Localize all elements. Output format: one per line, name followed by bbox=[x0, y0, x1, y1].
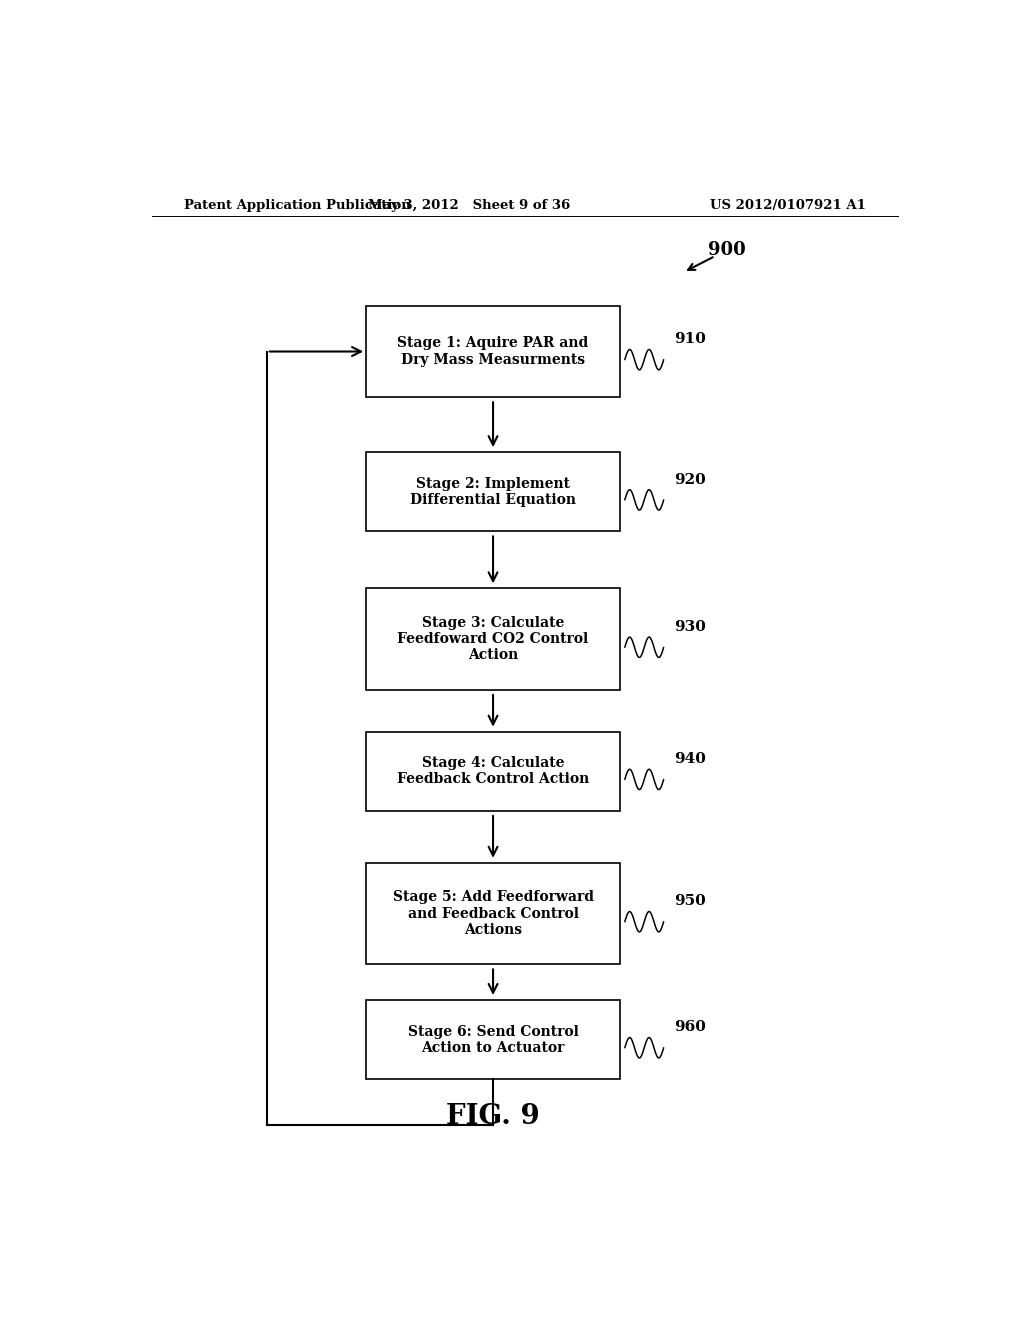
Text: 900: 900 bbox=[709, 240, 746, 259]
FancyBboxPatch shape bbox=[367, 306, 621, 397]
Text: Patent Application Publication: Patent Application Publication bbox=[183, 198, 411, 211]
FancyBboxPatch shape bbox=[367, 1001, 621, 1080]
Text: 950: 950 bbox=[674, 895, 706, 908]
Text: 960: 960 bbox=[674, 1020, 706, 1035]
Text: 910: 910 bbox=[674, 333, 706, 346]
FancyBboxPatch shape bbox=[367, 863, 621, 965]
Text: 940: 940 bbox=[674, 752, 706, 766]
FancyBboxPatch shape bbox=[367, 589, 621, 690]
Text: FIG. 9: FIG. 9 bbox=[446, 1104, 540, 1130]
Text: 930: 930 bbox=[674, 620, 706, 634]
Text: Stage 4: Calculate
Feedback Control Action: Stage 4: Calculate Feedback Control Acti… bbox=[397, 756, 589, 787]
FancyBboxPatch shape bbox=[367, 453, 621, 532]
Text: Stage 2: Implement
Differential Equation: Stage 2: Implement Differential Equation bbox=[410, 477, 577, 507]
Text: Stage 1: Aquire PAR and
Dry Mass Measurments: Stage 1: Aquire PAR and Dry Mass Measurm… bbox=[397, 337, 589, 367]
Text: Stage 5: Add Feedforward
and Feedback Control
Actions: Stage 5: Add Feedforward and Feedback Co… bbox=[392, 891, 594, 937]
Text: Stage 3: Calculate
Feedfoward CO2 Control
Action: Stage 3: Calculate Feedfoward CO2 Contro… bbox=[397, 616, 589, 663]
Text: 920: 920 bbox=[674, 473, 706, 487]
FancyBboxPatch shape bbox=[367, 731, 621, 810]
Text: US 2012/0107921 A1: US 2012/0107921 A1 bbox=[711, 198, 866, 211]
Text: Stage 6: Send Control
Action to Actuator: Stage 6: Send Control Action to Actuator bbox=[408, 1024, 579, 1055]
Text: May 3, 2012   Sheet 9 of 36: May 3, 2012 Sheet 9 of 36 bbox=[368, 198, 570, 211]
